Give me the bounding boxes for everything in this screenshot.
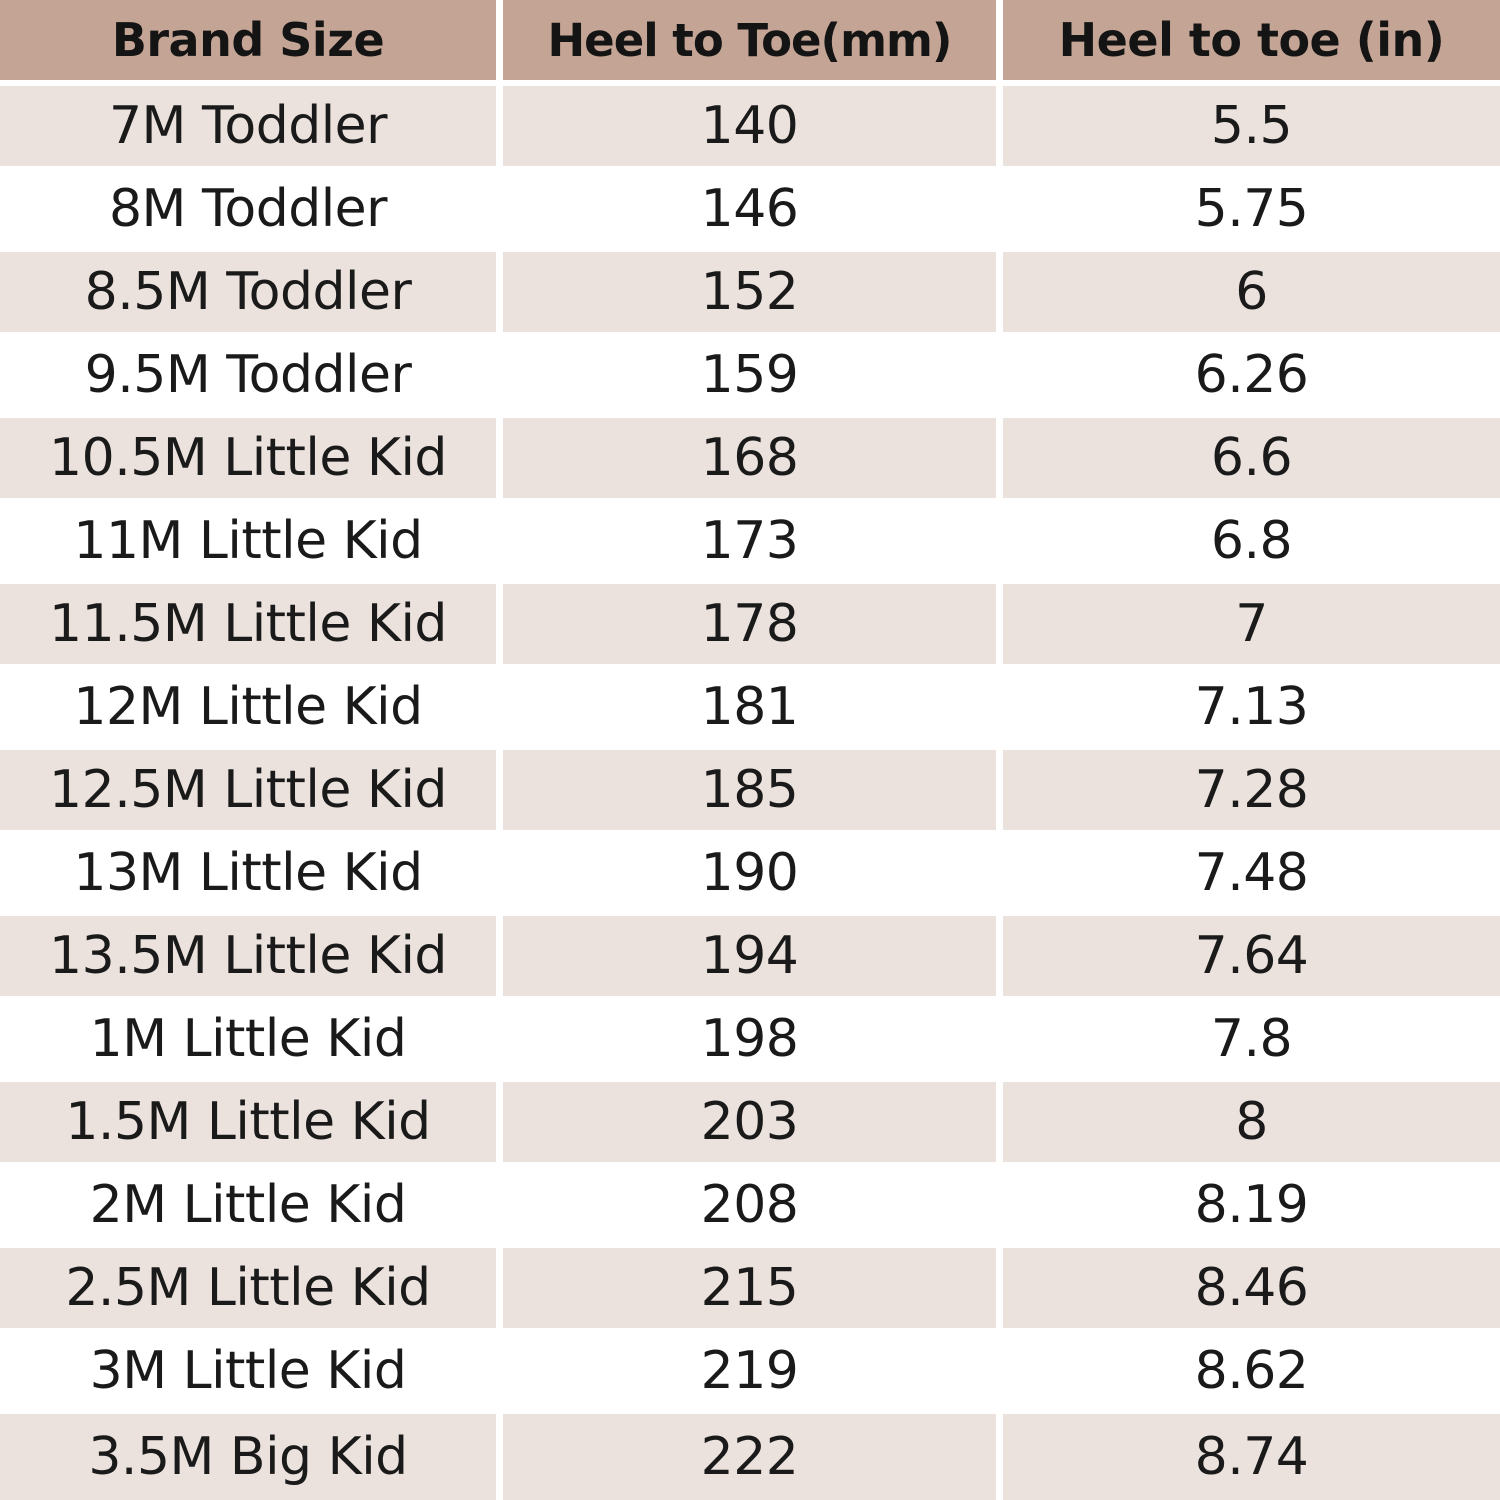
header-heel-to-toe-in: Heel to toe (in) (1003, 0, 1500, 80)
table-row: 7M Toddler 140 5.5 (0, 86, 1500, 166)
mm-cell: 173 (503, 501, 996, 581)
brand-size-cell: 7M Toddler (0, 86, 496, 166)
table-header: Brand Size Heel to Toe(mm) Heel to toe (… (0, 0, 1500, 80)
table-row: 3M Little Kid 219 8.62 (0, 1331, 1500, 1411)
header-brand-size: Brand Size (0, 0, 496, 80)
brand-size-cell: 1.5M Little Kid (0, 1082, 496, 1162)
table-row: 13.5M Little Kid 194 7.64 (0, 916, 1500, 996)
header-heel-to-toe-mm: Heel to Toe(mm) (503, 0, 996, 80)
table-row: 8.5M Toddler 152 6 (0, 252, 1500, 332)
table-row: 1.5M Little Kid 203 8 (0, 1082, 1500, 1162)
table-row: 2.5M Little Kid 215 8.46 (0, 1248, 1500, 1328)
in-cell: 7.8 (1003, 999, 1500, 1079)
mm-cell: 159 (503, 335, 996, 415)
mm-cell: 219 (503, 1331, 996, 1411)
table-row: 9.5M Toddler 159 6.26 (0, 335, 1500, 415)
in-cell: 7 (1003, 584, 1500, 664)
table-row: 8M Toddler 146 5.75 (0, 169, 1500, 249)
brand-size-cell: 8.5M Toddler (0, 252, 496, 332)
table-row: 12.5M Little Kid 185 7.28 (0, 750, 1500, 830)
table-row: 1M Little Kid 198 7.8 (0, 999, 1500, 1079)
in-cell: 7.13 (1003, 667, 1500, 747)
in-cell: 6.6 (1003, 418, 1500, 498)
in-cell: 6 (1003, 252, 1500, 332)
mm-cell: 198 (503, 999, 996, 1079)
mm-cell: 190 (503, 833, 996, 913)
mm-cell: 146 (503, 169, 996, 249)
in-cell: 6.8 (1003, 501, 1500, 581)
brand-size-cell: 9.5M Toddler (0, 335, 496, 415)
mm-cell: 222 (503, 1414, 996, 1500)
in-cell: 5.75 (1003, 169, 1500, 249)
mm-cell: 203 (503, 1082, 996, 1162)
table-row: 2M Little Kid 208 8.19 (0, 1165, 1500, 1245)
brand-size-cell: 12M Little Kid (0, 667, 496, 747)
brand-size-cell: 13.5M Little Kid (0, 916, 496, 996)
table-row: 11M Little Kid 173 6.8 (0, 501, 1500, 581)
brand-size-cell: 10.5M Little Kid (0, 418, 496, 498)
in-cell: 8.19 (1003, 1165, 1500, 1245)
mm-cell: 140 (503, 86, 996, 166)
in-cell: 6.26 (1003, 335, 1500, 415)
brand-size-cell: 13M Little Kid (0, 833, 496, 913)
brand-size-cell: 11.5M Little Kid (0, 584, 496, 664)
table-row: 3.5M Big Kid 222 8.74 (0, 1414, 1500, 1500)
in-cell: 7.28 (1003, 750, 1500, 830)
mm-cell: 178 (503, 584, 996, 664)
table-row: 13M Little Kid 190 7.48 (0, 833, 1500, 913)
in-cell: 7.48 (1003, 833, 1500, 913)
in-cell: 8.74 (1003, 1414, 1500, 1500)
brand-size-cell: 3M Little Kid (0, 1331, 496, 1411)
table-row: 10.5M Little Kid 168 6.6 (0, 418, 1500, 498)
brand-size-cell: 2M Little Kid (0, 1165, 496, 1245)
mm-cell: 168 (503, 418, 996, 498)
brand-size-cell: 3.5M Big Kid (0, 1414, 496, 1500)
brand-size-cell: 11M Little Kid (0, 501, 496, 581)
brand-size-cell: 1M Little Kid (0, 999, 496, 1079)
mm-cell: 152 (503, 252, 996, 332)
brand-size-cell: 8M Toddler (0, 169, 496, 249)
in-cell: 8 (1003, 1082, 1500, 1162)
brand-size-cell: 12.5M Little Kid (0, 750, 496, 830)
mm-cell: 181 (503, 667, 996, 747)
mm-cell: 208 (503, 1165, 996, 1245)
mm-cell: 185 (503, 750, 996, 830)
brand-size-cell: 2.5M Little Kid (0, 1248, 496, 1328)
table-row: 12M Little Kid 181 7.13 (0, 667, 1500, 747)
mm-cell: 215 (503, 1248, 996, 1328)
in-cell: 8.62 (1003, 1331, 1500, 1411)
in-cell: 8.46 (1003, 1248, 1500, 1328)
in-cell: 7.64 (1003, 916, 1500, 996)
in-cell: 5.5 (1003, 86, 1500, 166)
table-row: 11.5M Little Kid 178 7 (0, 584, 1500, 664)
mm-cell: 194 (503, 916, 996, 996)
